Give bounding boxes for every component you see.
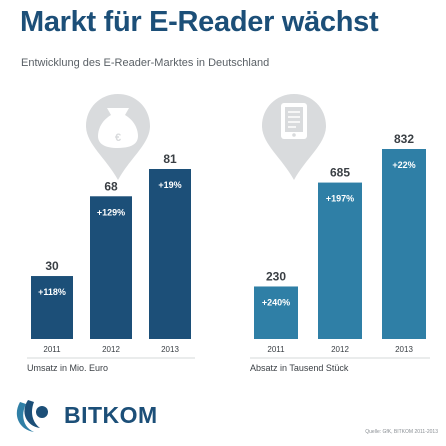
- logo-text: BITKOM: [64, 402, 158, 428]
- bar-absatz-2012: [318, 182, 362, 339]
- chart-subtitle: Entwicklung des E-Reader-Marktes in Deut…: [21, 57, 270, 69]
- value-label: 81: [163, 152, 177, 166]
- money-bag-icon: €: [86, 94, 150, 180]
- growth-label: +118%: [38, 287, 66, 297]
- x-tick-label: 2011: [43, 345, 61, 354]
- source-note: Quelle: GfK, BITKOM 2011-2013: [365, 429, 438, 435]
- bar-absatz-2011: [254, 286, 298, 339]
- growth-label: +22%: [392, 160, 415, 170]
- value-label: 230: [266, 269, 286, 283]
- bar-umsatz-2011: [31, 276, 73, 339]
- bitkom-logo: BITKOM: [14, 394, 157, 436]
- x-axis-label: Umsatz in Mio. Euro: [27, 363, 108, 373]
- bar-umsatz-2013: [149, 169, 191, 339]
- growth-label: +129%: [97, 207, 125, 217]
- x-tick-label: 2012: [102, 345, 120, 354]
- x-tick-label: 2012: [331, 345, 349, 354]
- value-label: 30: [45, 259, 59, 273]
- value-label: 832: [394, 132, 414, 146]
- value-label: 68: [104, 179, 118, 193]
- bar-absatz-2013: [382, 149, 426, 339]
- x-axis-label: Absatz in Tausend Stück: [250, 363, 349, 373]
- bitkom-logo-icon: [16, 400, 48, 432]
- x-tick-label: 2013: [395, 345, 413, 354]
- e-reader-icon: [262, 94, 326, 180]
- growth-label: +240%: [262, 297, 290, 307]
- bar-umsatz-2012: [90, 196, 132, 339]
- chart-title: Markt für E-Reader wächst: [20, 6, 379, 38]
- growth-label: +19%: [158, 180, 181, 190]
- svg-text:€: €: [115, 132, 121, 144]
- value-label: 685: [330, 166, 350, 180]
- x-tick-label: 2013: [161, 345, 179, 354]
- growth-label: +197%: [326, 194, 354, 204]
- x-tick-label: 2011: [267, 345, 285, 354]
